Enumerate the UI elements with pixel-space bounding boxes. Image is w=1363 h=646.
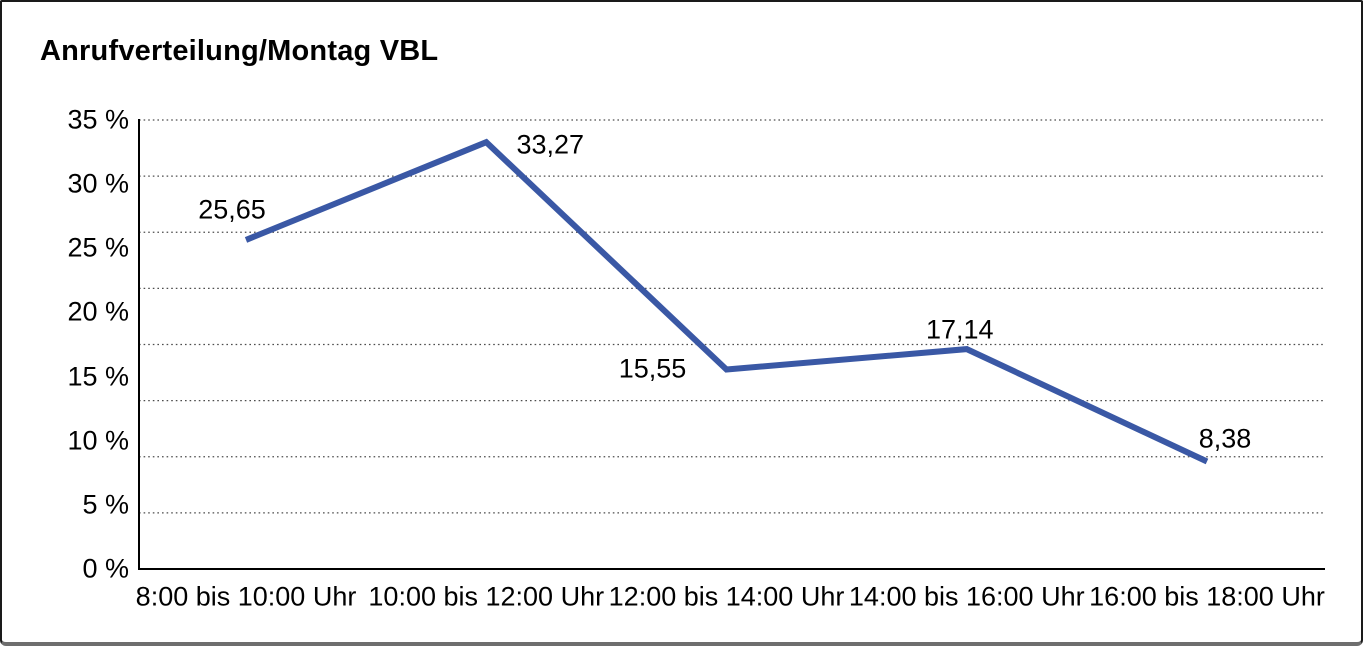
x-category-label: 16:00 bis 18:00 Uhr [1089,581,1325,612]
y-tick-label: 10 % [67,425,129,456]
value-label: 15,55 [618,353,687,384]
value-label: 33,27 [516,129,585,160]
y-tick-label: 25 % [67,232,129,263]
y-tick-label: 15 % [67,361,129,392]
gridlines [139,119,1325,514]
data-line [244,138,1209,465]
x-category-label: 8:00 bis 10:00 Uhr [135,581,357,612]
y-tick-label: 30 % [67,168,129,199]
chart-title: Anrufverteilung/Montag VBL [40,35,439,67]
y-tick-label: 0 % [82,553,129,584]
value-label: 8,38 [1198,423,1252,454]
x-category-label: 14:00 bis 16:00 Uhr [848,581,1085,612]
axes [138,119,1325,570]
x-category-label: 12:00 bis 14:00 Uhr [608,581,845,612]
y-tick-label: 35 % [67,104,129,135]
y-tick-label: 20 % [67,296,129,327]
series-line [244,138,1209,465]
value-label: 25,65 [198,194,266,225]
x-category-label: 10:00 bis 12:00 Uhr [368,581,605,612]
value-label: 17,14 [925,314,994,345]
y-tick-label: 5 % [82,489,129,520]
